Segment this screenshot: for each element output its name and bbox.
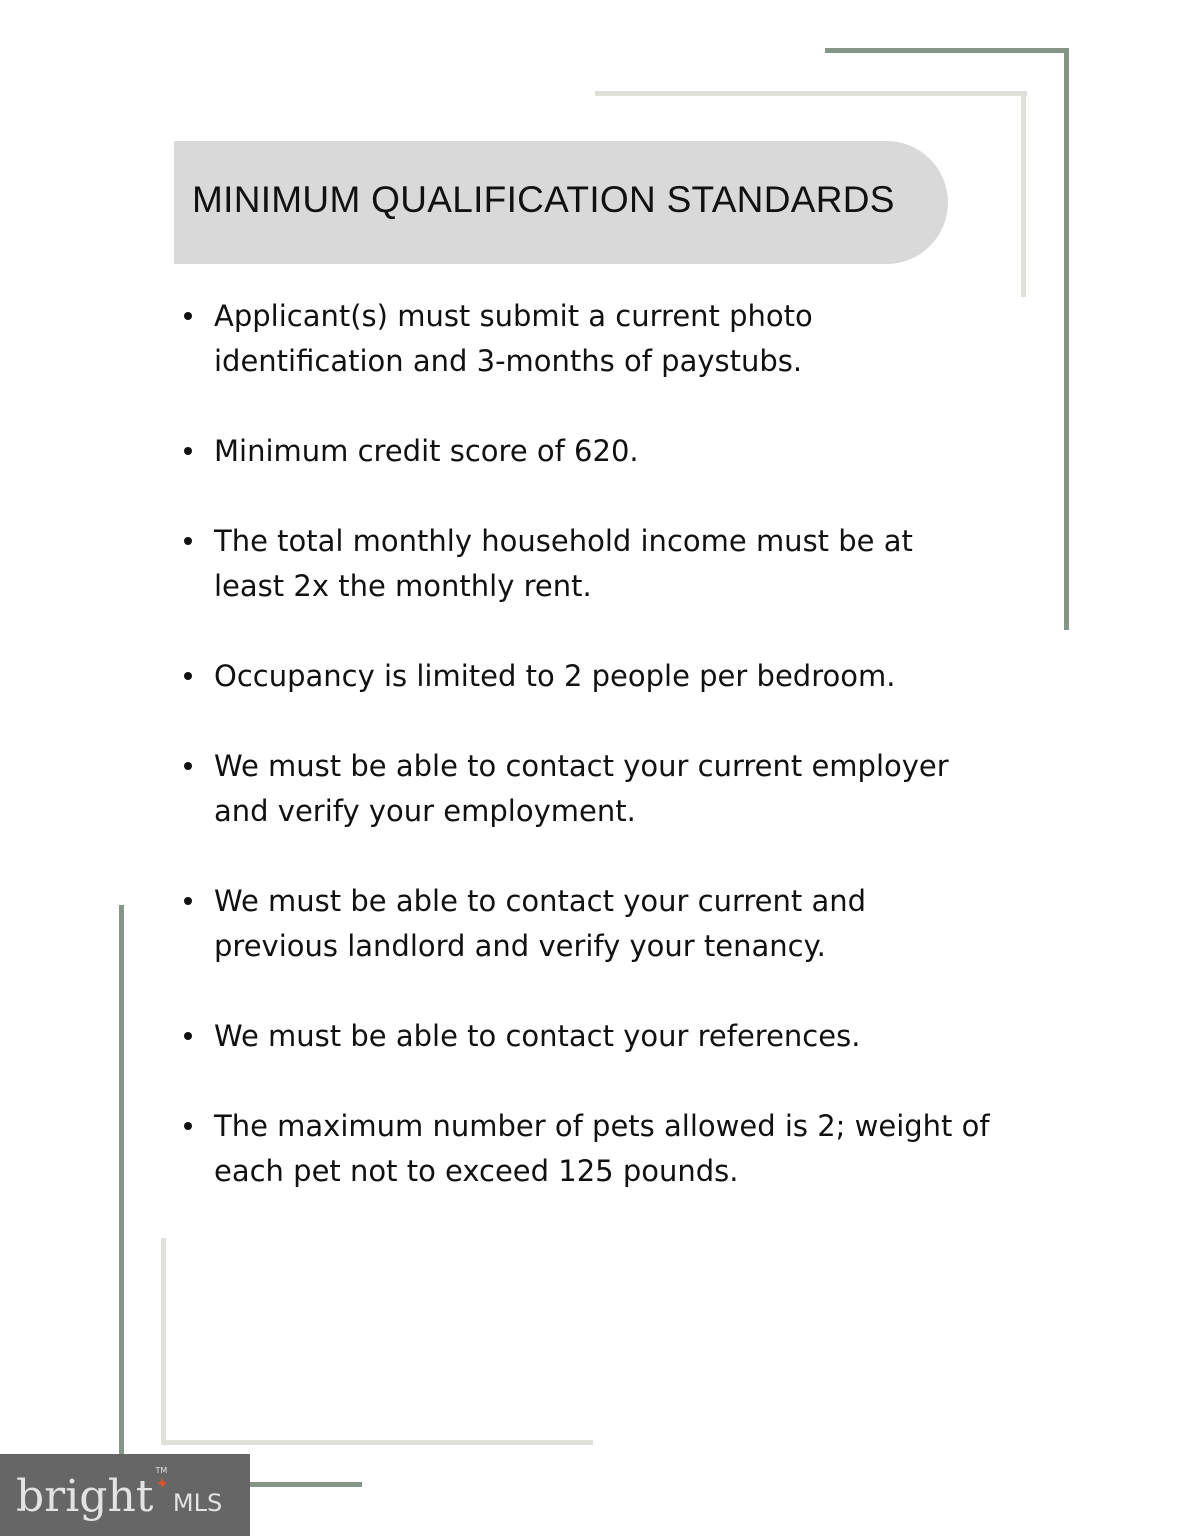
frame-line-inner-top-vertical bbox=[1021, 91, 1026, 297]
frame-line-bottom-left-horizontal bbox=[250, 1482, 362, 1487]
frame-line-inner-top-horizontal bbox=[595, 91, 1027, 96]
frame-line-inner-bottom-vertical bbox=[161, 1238, 166, 1445]
frame-line-top-right-horizontal bbox=[825, 48, 1069, 53]
frame-line-top-right-vertical bbox=[1064, 48, 1069, 630]
list-item: We must be able to contact your current … bbox=[184, 744, 1004, 834]
list-item: Minimum credit score of 620. bbox=[184, 429, 1004, 474]
logo-mark: TM ✦ bbox=[155, 1454, 168, 1493]
list-item: Applicant(s) must submit a current photo… bbox=[184, 294, 874, 384]
logo-brand: bright bbox=[16, 1471, 154, 1522]
frame-line-bottom-left-vertical bbox=[119, 905, 124, 1455]
list-item: The maximum number of pets allowed is 2;… bbox=[184, 1104, 1004, 1194]
bright-mls-logo: bright TM ✦ MLS bbox=[0, 1454, 250, 1536]
list-item: We must be able to contact your referenc… bbox=[184, 1014, 1004, 1059]
list-item: Occupancy is limited to 2 people per bed… bbox=[184, 654, 1004, 699]
list-item: We must be able to contact your current … bbox=[184, 879, 934, 969]
qualification-list: Applicant(s) must submit a current photo… bbox=[184, 294, 1004, 1194]
title-banner: MINIMUM QUALIFICATION STANDARDS bbox=[174, 141, 948, 264]
star-icon: ✦ bbox=[155, 1474, 169, 1493]
page-title: MINIMUM QUALIFICATION STANDARDS bbox=[192, 179, 895, 220]
logo-trademark: TM bbox=[155, 1466, 168, 1475]
logo-suffix: MLS bbox=[172, 1489, 223, 1517]
frame-line-inner-bottom-horizontal bbox=[161, 1440, 593, 1445]
list-item: The total monthly household income must … bbox=[184, 519, 974, 609]
